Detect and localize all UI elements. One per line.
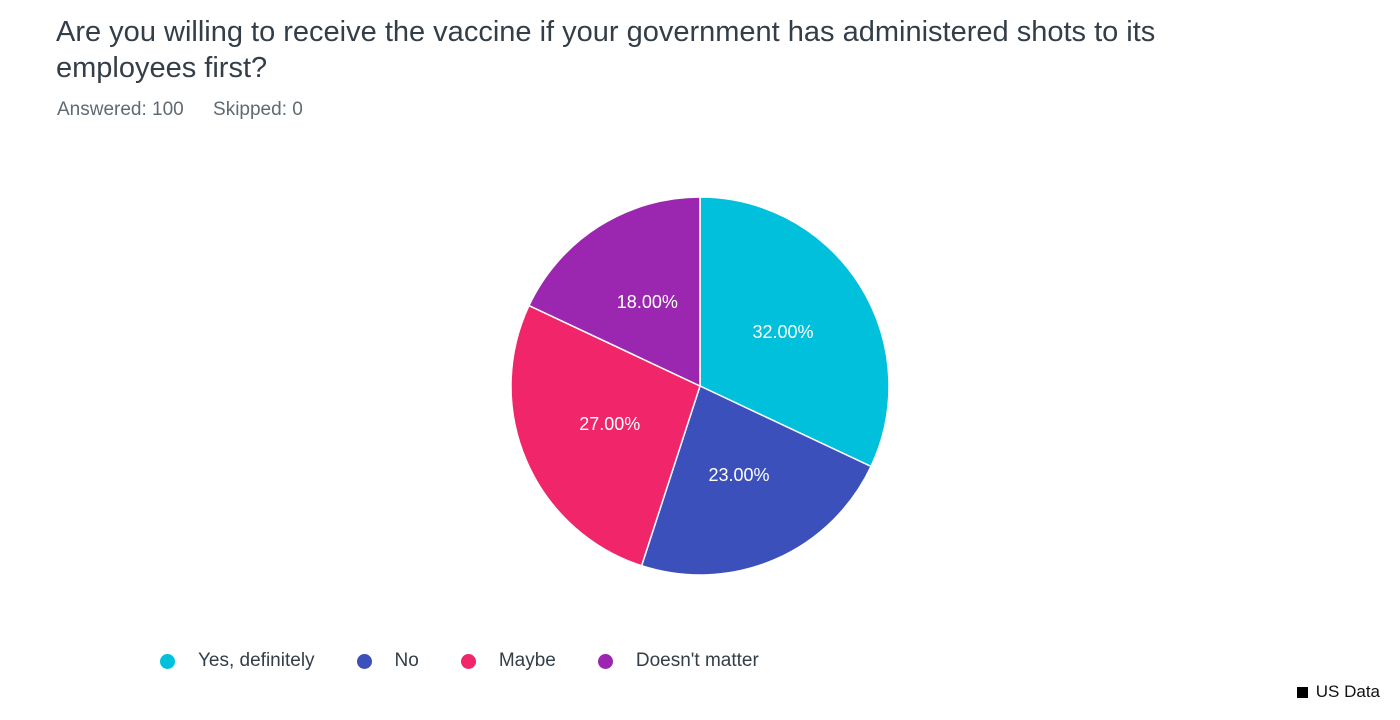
legend-label-yes-definitely: Yes, definitely: [198, 650, 315, 671]
legend-item-maybe[interactable]: Maybe: [460, 650, 556, 672]
pie-label-yes-definitely: 32.00%: [752, 322, 813, 342]
legend-label-no: No: [394, 650, 419, 671]
answered-count: Answered: 100: [57, 99, 184, 120]
chart-legend: Yes, definitely No Maybe Doesn't matter: [160, 650, 801, 672]
legend-swatch-no: [356, 653, 372, 669]
legend-label-maybe: Maybe: [498, 650, 556, 671]
response-stats: Answered: 100 Skipped: 0: [57, 99, 327, 121]
pie-slice-doesnt-matter[interactable]: [527, 196, 701, 388]
source-square-icon: [1296, 686, 1308, 698]
pie-slice-no[interactable]: [640, 384, 873, 576]
legend-label-doesnt-matter: Doesn't matter: [635, 650, 759, 671]
legend-item-yes-definitely[interactable]: Yes, definitely: [160, 650, 315, 672]
source-label: US Data: [1315, 682, 1380, 701]
legend-swatch-doesnt-matter: [597, 653, 613, 669]
pie-label-no: 23.00%: [709, 465, 770, 485]
pie-slice-yes-definitely[interactable]: [699, 196, 890, 468]
pie-label-doesnt-matter: 18.00%: [617, 292, 678, 312]
legend-swatch-yes-definitely: [160, 653, 175, 669]
question-title: Are you willing to receive the vaccine i…: [56, 16, 1156, 84]
source-note: US Data: [1296, 682, 1380, 702]
pie-slice-maybe[interactable]: [510, 304, 701, 567]
pie-label-maybe: 27.00%: [579, 414, 640, 434]
legend-item-doesnt-matter[interactable]: Doesn't matter: [597, 650, 759, 672]
legend-item-no[interactable]: No: [356, 650, 419, 672]
skipped-count: Skipped: 0: [213, 99, 303, 120]
legend-swatch-maybe: [460, 653, 476, 669]
